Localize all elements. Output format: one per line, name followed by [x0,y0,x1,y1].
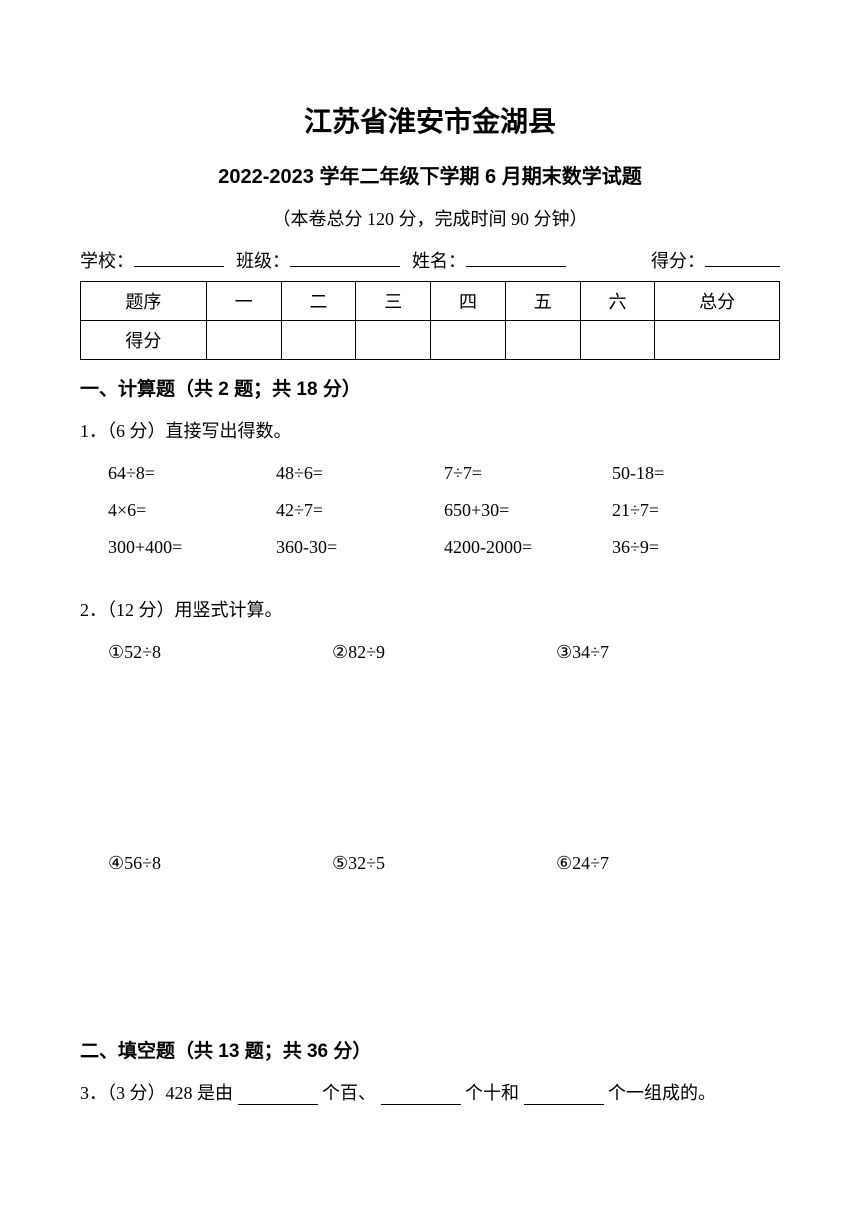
calc-item: 300+400= [108,537,276,558]
cell-header: 三 [356,282,431,321]
calc-item: 36÷9= [612,537,780,558]
cell-header: 五 [505,282,580,321]
q3-blank3[interactable] [524,1085,604,1105]
school-label: 学校： [80,247,134,273]
q3-mid1: 个百、 [322,1083,376,1103]
calc-item: 42÷7= [276,500,444,521]
class-blank[interactable] [290,247,400,267]
cell-blank[interactable] [505,321,580,360]
calc-item: 48÷6= [276,463,444,484]
cell-blank[interactable] [431,321,506,360]
class-label: 班级： [236,247,290,273]
school-blank[interactable] [134,247,224,267]
name-label: 姓名： [412,247,466,273]
cell-header: 一 [206,282,281,321]
calc-item: 64÷8= [108,463,276,484]
score-table: 题序 一 二 三 四 五 六 总分 得分 [80,281,780,360]
student-info-line: 学校： 班级： 姓名： 得分： [80,247,780,273]
calc-item: 360-30= [276,537,444,558]
cell-header: 二 [281,282,356,321]
cell-blank[interactable] [281,321,356,360]
score-blank[interactable] [705,247,780,267]
vertical-item: ②82÷9 [332,642,556,663]
cell-blank[interactable] [580,321,655,360]
cell-header: 总分 [655,282,780,321]
table-row: 题序 一 二 三 四 五 六 总分 [81,282,780,321]
calc-item: 4200-2000= [444,537,612,558]
q2-text: 2．（12 分）用竖式计算。 [80,596,780,622]
cell-blank[interactable] [356,321,431,360]
vertical-item: ⑤32÷5 [332,853,556,874]
q3-suffix: 个一组成的。 [608,1083,716,1103]
q2-grid: ①52÷8 ②82÷9 ③34÷7 ④56÷8 ⑤32÷5 ⑥24÷7 [80,642,780,1014]
table-row: 得分 [81,321,780,360]
q3-blank1[interactable] [238,1085,318,1105]
q1-text: 1．（6 分）直接写出得数。 [80,417,780,443]
vertical-item: ④56÷8 [108,853,332,874]
calc-item: 7÷7= [444,463,612,484]
q3-prefix: 3．（3 分）428 是由 [80,1083,233,1103]
q3-blank2[interactable] [381,1085,461,1105]
score-label: 得分： [651,247,705,273]
cell-header: 四 [431,282,506,321]
q1-grid: 64÷8= 48÷6= 7÷7= 50-18= 4×6= 42÷7= 650+3… [80,463,780,574]
cell-blank[interactable] [206,321,281,360]
vertical-item: ③34÷7 [556,642,780,663]
cell-header: 六 [580,282,655,321]
calc-item: 50-18= [612,463,780,484]
calc-item: 21÷7= [612,500,780,521]
main-title: 江苏省淮安市金湖县 [80,100,780,140]
exam-info: （本卷总分 120 分，完成时间 90 分钟） [80,205,780,231]
cell-header: 题序 [81,282,207,321]
sub-title: 2022-2023 学年二年级下学期 6 月期末数学试题 [80,160,780,189]
vertical-item: ①52÷8 [108,642,332,663]
vertical-item: ⑥24÷7 [556,853,780,874]
name-blank[interactable] [466,247,566,267]
section2-header: 二、填空题（共 13 题；共 36 分） [80,1036,780,1063]
cell-blank[interactable] [655,321,780,360]
calc-item: 650+30= [444,500,612,521]
section1-header: 一、计算题（共 2 题；共 18 分） [80,374,780,401]
cell-label: 得分 [81,321,207,360]
calc-item: 4×6= [108,500,276,521]
q3-text: 3．（3 分）428 是由 个百、 个十和 个一组成的。 [80,1079,780,1105]
q3-mid2: 个十和 [465,1083,519,1103]
